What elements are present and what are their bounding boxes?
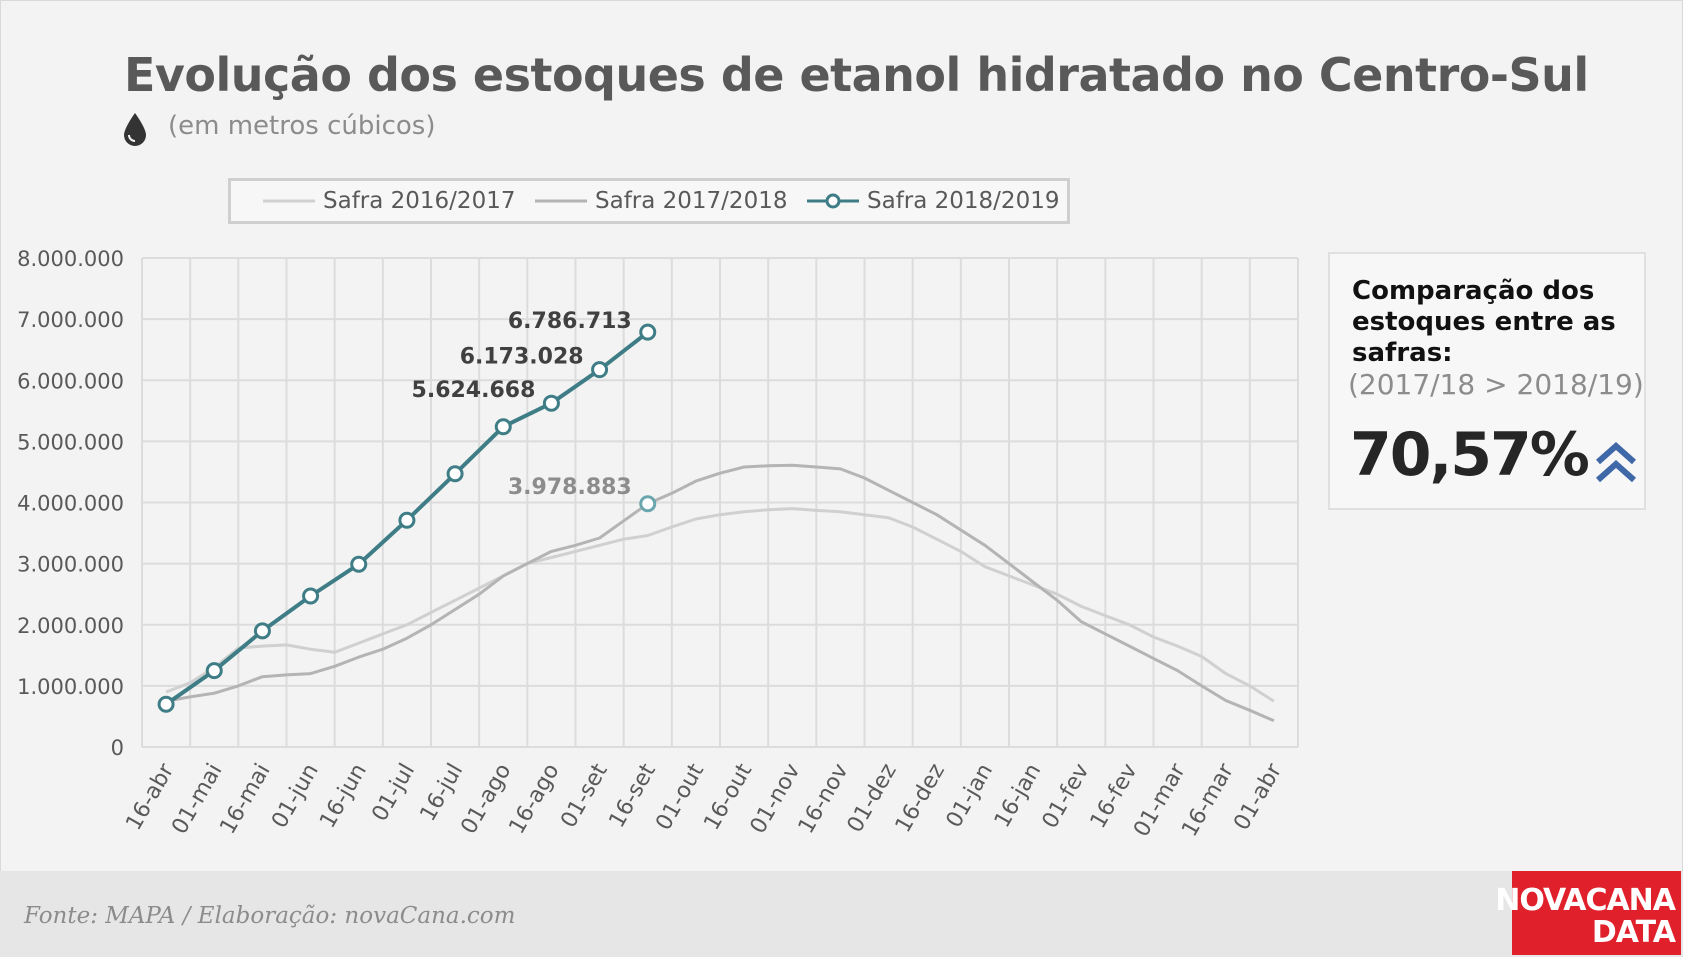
y-tick-label: 5.000.000: [17, 430, 124, 454]
x-tick-label: 01-fev: [1038, 760, 1095, 833]
y-tick-label: 1.000.000: [17, 675, 124, 699]
footer-bar: [0, 871, 1683, 957]
y-tick-label: 2.000.000: [17, 614, 124, 638]
data-point-2018: [302, 587, 320, 605]
series-line-1: [165, 507, 1275, 703]
data-label: 6.786.713: [508, 309, 632, 334]
data-point-2018: [542, 394, 560, 412]
series-line-2: [165, 463, 1275, 723]
data-point-2018: [157, 695, 175, 713]
y-tick-label: 0: [111, 736, 124, 760]
drop-icon: [124, 113, 146, 146]
data-label: 3.978.883: [508, 475, 632, 500]
x-tick-label: 01-jun: [267, 760, 324, 833]
logo-line1: NOVACANA: [1495, 883, 1676, 918]
legend-label-2017: Safra 2017/2018: [595, 188, 788, 214]
y-tick-label: 3.000.000: [17, 553, 124, 577]
x-tick-label: 01-set: [556, 759, 613, 832]
legend-swatch-2016: [263, 199, 315, 203]
data-label: 5.624.668: [412, 378, 536, 403]
data-point-2018: [350, 555, 368, 573]
x-tick-label: 01-jul: [367, 760, 420, 826]
x-tick-label: 01-abr: [1229, 759, 1287, 835]
x-tick-label: 01-jan: [942, 760, 998, 833]
comparison-heading: Comparação dos estoques entre as safras:: [1352, 276, 1616, 368]
comparison-value: 70,57%: [1350, 420, 1590, 490]
comparison-panel: Comparação dos estoques entre as safras:…: [1328, 252, 1646, 510]
y-tick-label: 6.000.000: [17, 369, 124, 393]
line-chart: 0 1.000.000 2.000.000 3.000.000 4.000.000 5.0…: [17, 247, 1299, 841]
x-tick-label: 16-jul: [416, 760, 469, 826]
data-point-2018: [253, 622, 271, 640]
data-point-2018: [205, 662, 223, 680]
data-point-2017-label: [639, 495, 657, 513]
chart-title: Evolução dos estoques de etanol hidratad…: [124, 48, 1589, 102]
data-point-2018: [591, 361, 609, 379]
y-tick-label: 8.000.000: [17, 247, 124, 271]
legend-item-2017: Safra 2017/2018: [533, 181, 787, 221]
novacana-data-logo: NOVACANA DATA: [1495, 871, 1681, 955]
legend-swatch-2017: [535, 199, 587, 203]
legend-item-2016: Safra 2016/2017: [261, 181, 515, 221]
double-chevron-up-icon: [1596, 441, 1636, 483]
x-tick-label: 16-jun: [315, 760, 372, 833]
legend-swatch-2018: [807, 193, 859, 209]
data-point-2018: [398, 511, 416, 529]
y-tick-label: 7.000.000: [17, 308, 124, 332]
data-point-2018: [639, 323, 657, 341]
data-point-2018: [446, 465, 464, 483]
legend-item-2018: Safra 2018/2019: [805, 181, 1059, 221]
logo-line2: DATA: [1591, 915, 1676, 950]
source-note: Fonte: MAPA / Elaboração: novaCana.com: [24, 903, 516, 929]
data-label: 6.173.028: [460, 345, 584, 370]
data-point-2018: [494, 418, 512, 436]
legend-label-2016: Safra 2016/2017: [323, 188, 516, 214]
legend: Safra 2016/2017 Safra 2017/2018 Safra 20…: [228, 178, 1070, 224]
chart-subtitle: (em metros cúbicos): [168, 111, 436, 141]
legend-label-2018: Safra 2018/2019: [867, 188, 1060, 214]
comparison-safras: (2017/18 > 2018/19): [1348, 368, 1644, 401]
y-tick-label: 4.000.000: [17, 492, 124, 516]
